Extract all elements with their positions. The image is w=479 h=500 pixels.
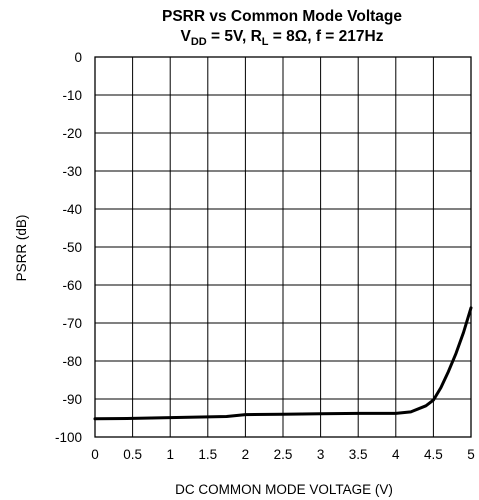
x-tick-label: 0.5 bbox=[123, 447, 142, 462]
y-tick-label: -70 bbox=[62, 316, 82, 331]
y-tick-label: 0 bbox=[74, 50, 82, 65]
y-tick-label: -20 bbox=[62, 126, 82, 141]
chart-title: PSRR vs Common Mode Voltage bbox=[162, 8, 402, 25]
x-tick-label: 4.5 bbox=[424, 447, 443, 462]
x-tick-labels: 0 0.5 1 1.5 2 2.5 3 3.5 4 4.5 5 bbox=[91, 447, 475, 462]
x-tick-label: 3.5 bbox=[349, 447, 368, 462]
y-tick-label: -60 bbox=[62, 278, 82, 293]
x-tick-label: 5 bbox=[467, 447, 475, 462]
x-tick-label: 0 bbox=[91, 447, 99, 462]
x-tick-label: 3 bbox=[317, 447, 325, 462]
y-tick-labels: 0 -10 -20 -30 -40 -50 -60 -70 -80 -90 -100 bbox=[55, 50, 82, 445]
y-axis-label: PSRR (dB) bbox=[14, 215, 29, 282]
y-tick-label: -100 bbox=[55, 430, 82, 445]
grid-lines bbox=[95, 57, 471, 437]
y-tick-label: -90 bbox=[62, 392, 82, 407]
x-tick-label: 1.5 bbox=[198, 447, 217, 462]
y-tick-label: -40 bbox=[62, 202, 82, 217]
y-tick-label: -50 bbox=[62, 240, 82, 255]
chart-subtitle: VDD = 5V, RL = 8Ω, f = 217Hz bbox=[181, 28, 384, 48]
x-axis-label: DC COMMON MODE VOLTAGE (V) bbox=[175, 482, 393, 497]
y-tick-label: -80 bbox=[62, 354, 82, 369]
psrr-series-line bbox=[93, 306, 473, 421]
plot-area-frame bbox=[94, 56, 472, 438]
x-tick-label: 1 bbox=[166, 447, 174, 462]
y-tick-label: -10 bbox=[62, 88, 82, 103]
x-tick-label: 4 bbox=[392, 447, 400, 462]
y-tick-label: -30 bbox=[62, 164, 82, 179]
x-tick-label: 2 bbox=[242, 447, 250, 462]
x-tick-label: 2.5 bbox=[274, 447, 293, 462]
